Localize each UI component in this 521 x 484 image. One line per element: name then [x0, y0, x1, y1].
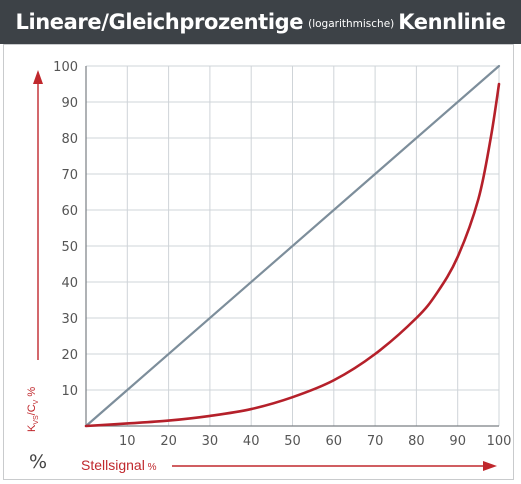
x-tick-label: 50	[284, 434, 301, 449]
chart-frame	[3, 44, 514, 480]
equal-percentage-line	[84, 82, 501, 428]
y-tick-label: 100	[53, 60, 78, 75]
y-tick-label: 60	[61, 204, 78, 219]
linear-line	[84, 64, 501, 428]
x-tick-label: 20	[160, 434, 177, 449]
x-tick-label: 30	[202, 434, 219, 449]
y-tick-label: 50	[61, 240, 78, 255]
x-label-text: Stellsignal	[81, 457, 145, 473]
title-main-left: Lineare/Gleichprozentige	[15, 10, 304, 34]
y-label-k: K	[26, 424, 38, 432]
y-label-slash: /C	[26, 404, 38, 416]
percent-sign: %	[29, 451, 48, 473]
y-label-unit: %	[26, 386, 38, 400]
y-tick-label: 40	[61, 276, 78, 291]
x-axis-label: Stellsignal %	[81, 457, 157, 473]
y-axis-label: KVS/CV %	[26, 387, 40, 432]
y-tick-label: 30	[61, 312, 78, 327]
y-label-k-sub: VS	[33, 415, 41, 425]
title-subtitle: (logarithmische)	[308, 18, 395, 30]
y-tick-label: 90	[61, 96, 78, 111]
x-tick-label: 10	[119, 434, 136, 449]
x-label-unit: %	[144, 462, 157, 473]
y-tick-label: 20	[61, 348, 78, 363]
y-arrow-head	[33, 70, 43, 84]
y-tick-label: 10	[61, 384, 78, 399]
x-tick-label: 90	[449, 434, 466, 449]
x-tick-label: 100	[487, 434, 512, 449]
y-label-c-sub: V	[33, 399, 41, 405]
title-main-right: Kennlinie	[398, 10, 506, 34]
x-tick-label: 70	[367, 434, 384, 449]
y-tick-label: 80	[61, 132, 78, 147]
x-tick-label: 80	[408, 434, 425, 449]
x-tick-label: 40	[243, 434, 260, 449]
chart-title: Lineare/Gleichprozentige (logarithmische…	[0, 0, 521, 44]
x-arrow-head	[483, 461, 497, 471]
x-tick-label: 60	[326, 434, 343, 449]
y-tick-label: 70	[61, 168, 78, 183]
